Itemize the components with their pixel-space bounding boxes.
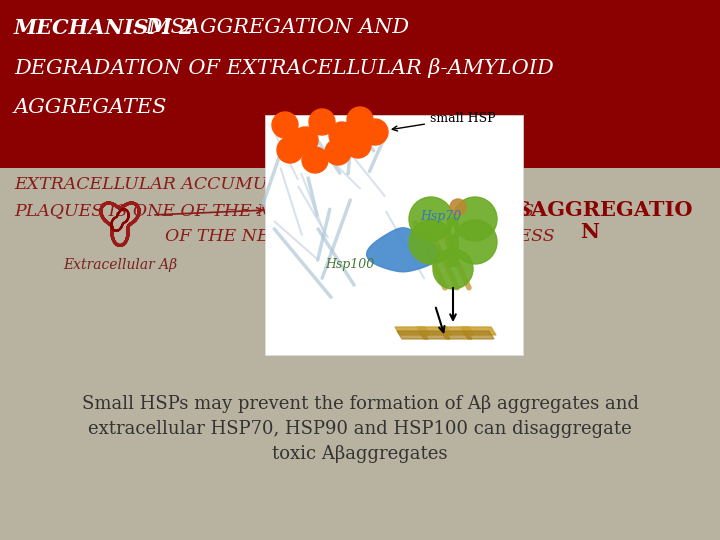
Text: OF THE NEURODEGENERATIVE PROCESS: OF THE NEURODEGENERATIVE PROCESS [165, 228, 555, 245]
Text: DEGRADATION OF EXTRACELLULAR β-AMYLOID: DEGRADATION OF EXTRACELLULAR β-AMYLOID [14, 58, 554, 78]
Text: extracellular HSP70, HSP90 and HSP100 can disaggregate: extracellular HSP70, HSP90 and HSP100 ca… [88, 420, 632, 438]
Circle shape [329, 122, 355, 148]
Bar [0, 0, 720, 168]
Circle shape [409, 197, 453, 241]
Circle shape [309, 109, 335, 135]
Polygon shape [439, 327, 474, 335]
Circle shape [345, 132, 371, 158]
Polygon shape [463, 331, 494, 339]
Circle shape [277, 137, 303, 163]
Circle shape [272, 112, 298, 138]
Circle shape [433, 249, 473, 289]
Text: DISAGGREGATIO: DISAGGREGATIO [487, 200, 692, 220]
Polygon shape [419, 331, 450, 339]
Text: : DISAGGREGATION AND: : DISAGGREGATION AND [132, 18, 409, 37]
Text: N: N [580, 222, 600, 242]
Polygon shape [461, 327, 496, 335]
Text: Hsp70: Hsp70 [420, 210, 462, 223]
Text: Extracellular Aβ: Extracellular Aβ [63, 258, 177, 272]
Polygon shape [408, 230, 432, 250]
Polygon shape [366, 228, 439, 272]
Bar [265, 115, 523, 355]
Text: PLAQUES IS ONE OF THE MOST IMPORTANT TRIGGERS: PLAQUES IS ONE OF THE MOST IMPORTANT TRI… [14, 202, 534, 219]
Polygon shape [417, 327, 452, 335]
Polygon shape [441, 331, 472, 339]
Polygon shape [395, 327, 430, 335]
Text: small HSP: small HSP [392, 111, 495, 131]
Circle shape [453, 197, 497, 241]
Circle shape [450, 199, 466, 215]
Text: Hsp100: Hsp100 [325, 258, 374, 271]
Circle shape [347, 107, 373, 133]
Circle shape [292, 127, 318, 153]
Circle shape [302, 147, 328, 173]
Circle shape [362, 119, 388, 145]
Text: MECHANISM 2: MECHANISM 2 [14, 18, 194, 38]
Circle shape [453, 220, 497, 264]
Text: Small HSPs may prevent the formation of Aβ aggregates and: Small HSPs may prevent the formation of … [81, 395, 639, 413]
Text: AGGREGATES: AGGREGATES [14, 98, 167, 117]
Text: toxic Aβaggregates: toxic Aβaggregates [272, 445, 448, 463]
Circle shape [409, 220, 453, 264]
Text: EXTRACELLULAR ACCUMULATION OF BETA-AMYLOID: EXTRACELLULAR ACCUMULATION OF BETA-AMYLO… [14, 176, 518, 193]
Circle shape [325, 139, 351, 165]
Bar [447, 217, 459, 267]
Polygon shape [397, 331, 428, 339]
